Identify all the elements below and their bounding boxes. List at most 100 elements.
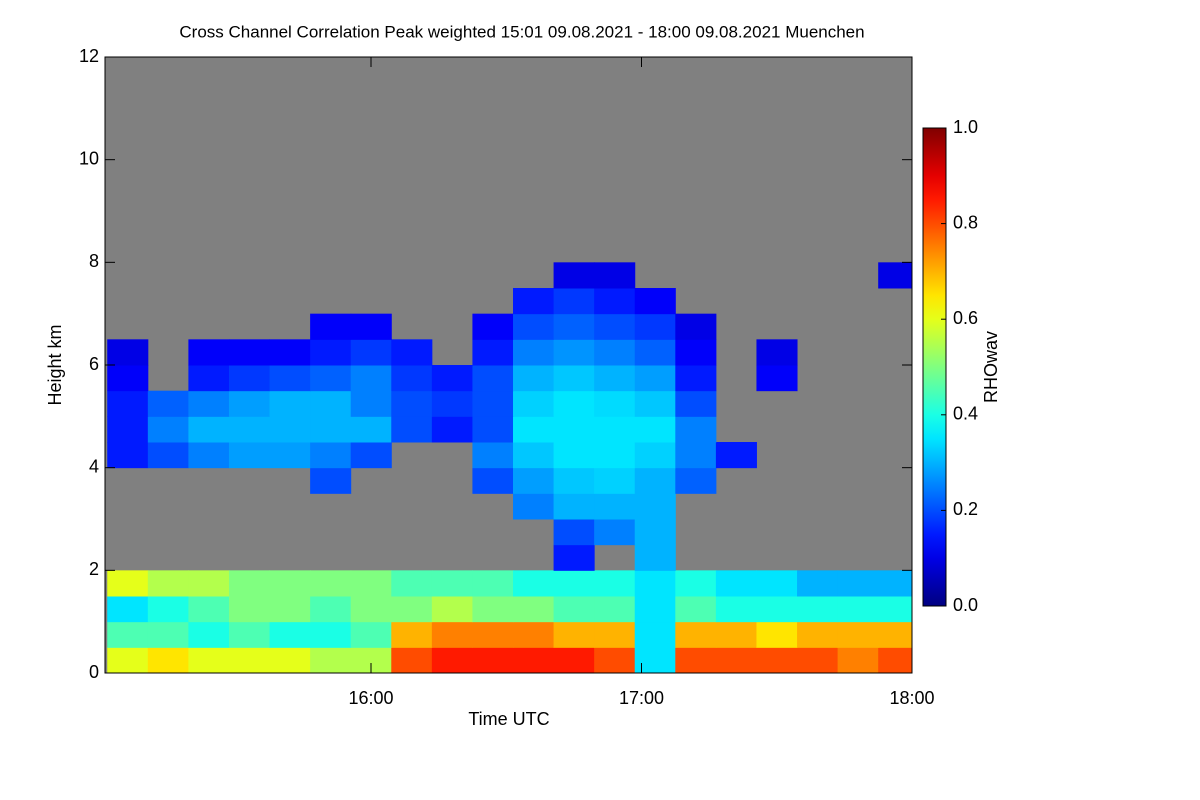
heat-cell: [513, 493, 555, 520]
heat-cell: [634, 621, 676, 648]
colorbar-label: RHOwav: [981, 331, 1001, 403]
heat-cell: [147, 442, 189, 469]
heat-cell: [269, 416, 311, 443]
heat-cell: [269, 621, 311, 648]
heat-cell: [147, 390, 189, 417]
chart-title: Cross Channel Correlation Peak weighted …: [179, 22, 864, 41]
heat-cell: [188, 570, 230, 597]
heat-cell: [553, 467, 595, 494]
heat-cell: [594, 365, 636, 392]
heat-cell: [756, 596, 798, 623]
heat-cell: [310, 570, 352, 597]
heat-cell: [675, 467, 717, 494]
heat-cell: [756, 621, 798, 648]
heat-cell: [675, 442, 717, 469]
heat-cell: [756, 570, 798, 597]
heat-cell: [715, 647, 757, 674]
heat-cell: [147, 621, 189, 648]
heat-cell: [188, 339, 230, 366]
heat-cell: [594, 493, 636, 520]
heat-cell: [188, 647, 230, 674]
heat-cell: [837, 621, 879, 648]
heat-cell: [350, 570, 392, 597]
heat-cell: [391, 596, 433, 623]
heat-cell: [553, 570, 595, 597]
heat-cell: [553, 519, 595, 546]
heat-cell: [634, 467, 676, 494]
heat-cell: [188, 621, 230, 648]
y-axis-label: Height km: [45, 324, 65, 405]
heat-cell: [310, 339, 352, 366]
heat-cell: [715, 442, 757, 469]
heat-cell: [107, 621, 149, 648]
y-tick-label: 0: [89, 662, 99, 682]
heat-cell: [513, 647, 555, 674]
heat-cell: [310, 313, 352, 340]
heat-cell: [107, 647, 149, 674]
heat-cell: [269, 647, 311, 674]
heat-cell: [147, 570, 189, 597]
heat-cell: [675, 416, 717, 443]
heat-cell: [228, 621, 271, 648]
heat-cell: [391, 339, 433, 366]
heat-cell: [391, 621, 433, 648]
heat-cell: [513, 467, 555, 494]
heat-cell: [310, 442, 352, 469]
heat-cell: [431, 416, 473, 443]
heat-cell: [594, 339, 636, 366]
heat-cell: [513, 621, 555, 648]
heat-cell: [553, 339, 595, 366]
heat-cell: [228, 339, 271, 366]
heat-cell: [553, 442, 595, 469]
heat-cell: [350, 313, 392, 340]
heat-cell: [594, 416, 636, 443]
heat-cell: [269, 442, 311, 469]
heat-cell: [431, 390, 473, 417]
heat-cell: [553, 365, 595, 392]
heat-cell: [594, 467, 636, 494]
heat-cell: [310, 416, 352, 443]
heat-cell: [513, 288, 555, 315]
heat-cell: [594, 288, 636, 315]
heat-cell: [107, 570, 149, 597]
heat-cell: [513, 442, 555, 469]
heat-cell: [837, 647, 879, 674]
heat-cell: [431, 570, 473, 597]
y-tick-label: 10: [79, 148, 99, 168]
heat-cell: [675, 365, 717, 392]
heat-cell: [634, 647, 676, 674]
heat-cell: [594, 262, 636, 289]
heat-cell: [472, 570, 514, 597]
heat-cell: [228, 596, 271, 623]
heat-cell: [391, 570, 433, 597]
heat-cell: [310, 467, 352, 494]
heat-cell: [553, 416, 595, 443]
heat-cell: [228, 416, 271, 443]
heat-cell: [513, 339, 555, 366]
heat-cell: [472, 365, 514, 392]
y-tick-label: 2: [89, 559, 99, 579]
heat-cell: [310, 621, 352, 648]
heat-cell: [269, 570, 311, 597]
heat-cell: [553, 493, 595, 520]
heat-cell: [594, 621, 636, 648]
heat-cell: [391, 390, 433, 417]
heat-cell: [350, 339, 392, 366]
y-tick-label: 4: [89, 456, 99, 476]
heat-cell: [553, 647, 595, 674]
heat-cell: [594, 390, 636, 417]
heat-cell: [756, 647, 798, 674]
heat-cell: [594, 313, 636, 340]
heat-cell: [634, 493, 676, 520]
colorbar-tick-label: 0.6: [953, 308, 978, 328]
heat-cell: [228, 647, 271, 674]
heat-cell: [513, 365, 555, 392]
heat-cell: [797, 596, 839, 623]
heat-cell: [715, 596, 757, 623]
heat-cell: [594, 519, 636, 546]
heat-cell: [107, 365, 149, 392]
heat-cell: [472, 596, 514, 623]
colorbar-tick-label: 1.0: [953, 117, 978, 137]
heat-cell: [310, 647, 352, 674]
heat-cell: [553, 313, 595, 340]
